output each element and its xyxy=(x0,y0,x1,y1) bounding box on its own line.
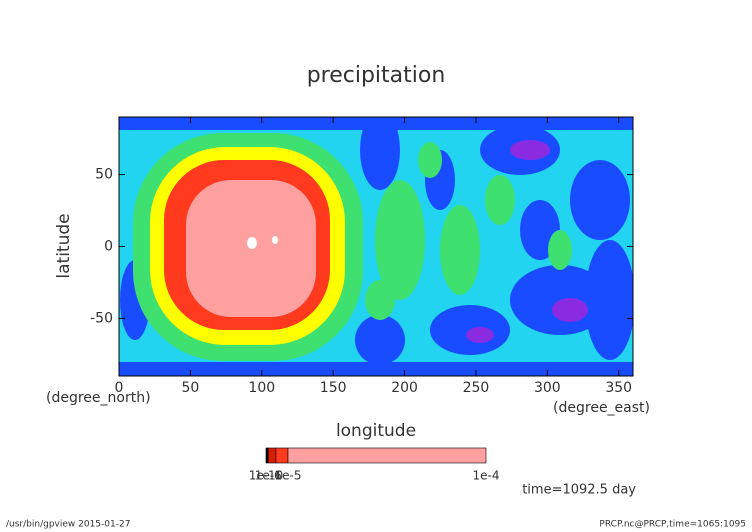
y-tick-label: -50 xyxy=(90,310,113,326)
x-unit: (degree_east) xyxy=(553,400,650,416)
y-tick-label: 0 xyxy=(104,239,113,255)
colorbar-band xyxy=(267,447,277,464)
colorbar-tick-label: 1e-4 xyxy=(473,469,500,483)
x-tick-label: 0 xyxy=(115,380,124,396)
x-tick-label: 100 xyxy=(248,380,275,396)
x-tick-label: 200 xyxy=(391,380,418,396)
x-tick-label: 150 xyxy=(320,380,347,396)
y-tick-label: 50 xyxy=(95,167,113,183)
chart-title: precipitation xyxy=(307,63,446,88)
colorbar-band xyxy=(287,447,487,464)
colorbar-band xyxy=(275,447,289,464)
x-tick-label: 300 xyxy=(534,380,561,396)
contour-field xyxy=(119,117,633,376)
x-tick-label: 50 xyxy=(181,380,199,396)
colorbar-tick-label: 1e-5 xyxy=(275,469,302,483)
x-axis-label: longitude xyxy=(336,421,416,441)
colorbar-tick-label: 1e-6 xyxy=(255,469,282,483)
colorbar-band xyxy=(265,447,269,464)
annotation: time=1092.5 day xyxy=(522,483,636,498)
x-tick-label: 250 xyxy=(463,380,490,396)
x-tick-label: 350 xyxy=(605,380,632,396)
colorbar-tick-label: 1e-10 xyxy=(249,469,284,483)
footer-right: PRCP.nc@PRCP,time=1065:1095 xyxy=(599,520,746,530)
y-unit: (degree_north) xyxy=(46,390,151,406)
y-axis-label: latitude xyxy=(54,213,74,278)
footer-left: /usr/bin/gpview 2015-01-27 xyxy=(6,520,130,530)
